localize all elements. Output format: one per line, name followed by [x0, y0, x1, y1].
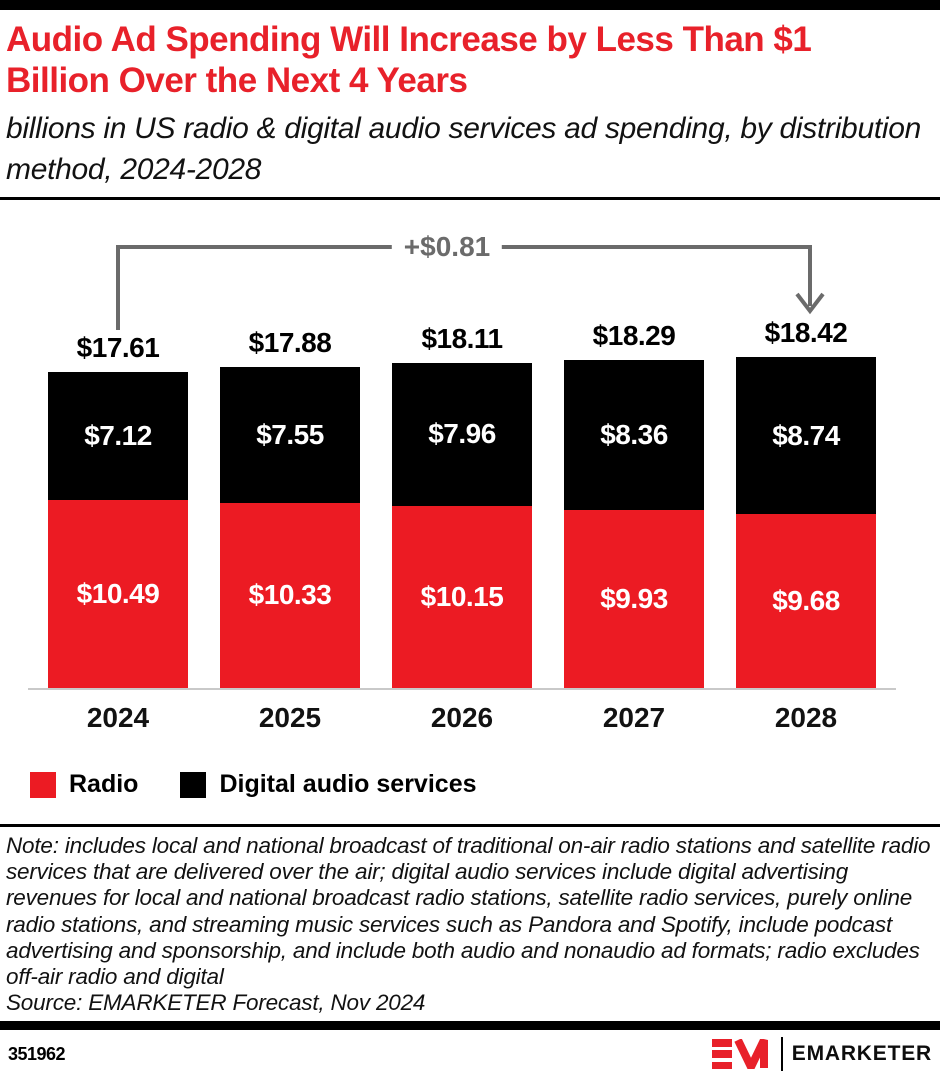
- emarketer-logo: EMARKETER: [711, 1037, 932, 1071]
- segment-digital-audio-2027: $8.36: [564, 359, 704, 510]
- legend-label-radio: Radio: [69, 770, 139, 798]
- segment-value-digital-audio-2027: $8.36: [600, 418, 668, 450]
- segment-digital-audio-2024: $7.12: [48, 371, 188, 500]
- segment-value-radio-2025: $10.33: [248, 579, 332, 611]
- note-divider-line: [0, 824, 940, 827]
- segment-radio-2025: $10.33: [220, 502, 360, 688]
- total-label-2028: $18.42: [764, 317, 848, 349]
- source-text: Source: EMARKETER Forecast, Nov 2024: [6, 990, 426, 1016]
- header-divider-line: [0, 197, 940, 200]
- chart-subtitle: billions in US radio & digital audio ser…: [6, 112, 921, 187]
- total-label-2024: $17.61: [76, 331, 160, 363]
- x-axis-line: [28, 688, 896, 690]
- legend-item-radio: Radio: [30, 770, 138, 799]
- em-logo-e: [711, 1039, 732, 1069]
- segment-value-digital-audio-2024: $7.12: [84, 419, 152, 451]
- annotation-label: +$0.81: [391, 231, 503, 263]
- segment-digital-audio-2026: $7.96: [392, 362, 532, 506]
- total-label-2027: $18.29: [592, 319, 676, 351]
- x-tick-2028: 2028: [774, 702, 838, 733]
- legend-label-digital-audio-services: Digital audio services: [219, 770, 477, 798]
- bar-2028: $8.74 $9.68: [736, 357, 876, 688]
- segment-digital-audio-2028: $8.74: [736, 357, 876, 515]
- segment-radio-2024: $10.49: [48, 499, 188, 688]
- digital-audio-swatch-icon: [180, 771, 207, 798]
- total-label-2026: $18.11: [421, 322, 503, 354]
- chart-title: Audio Ad Spending Will Increase by Less …: [6, 20, 812, 100]
- chart-id: 351962: [8, 1043, 66, 1064]
- stacked-bar-chart: +$0.81 $7.12 $10.49 $17.61 2024 $7.55 $10.33 $…: [0, 210, 940, 735]
- legend: Radio Digital audio services: [30, 770, 477, 799]
- em-logo-m: [734, 1039, 768, 1069]
- legend-item-digital-audio-services: Digital audio services: [180, 770, 477, 799]
- segment-value-digital-audio-2028: $8.74: [772, 419, 840, 451]
- segment-value-radio-2024: $10.49: [76, 577, 160, 609]
- segment-value-digital-audio-2025: $7.55: [256, 418, 324, 450]
- bar-2026: $7.96 $10.15: [392, 362, 532, 688]
- total-label-2025: $17.88: [248, 327, 332, 359]
- segment-radio-2026: $10.15: [392, 505, 532, 688]
- x-tick-2025: 2025: [258, 702, 322, 733]
- footer-divider-bar: [0, 1021, 940, 1030]
- segment-value-radio-2027: $9.93: [600, 582, 668, 614]
- footer: 351962 EMARKETER: [0, 1030, 940, 1078]
- bar-2024: $7.12 $10.49: [48, 371, 188, 688]
- segment-digital-audio-2025: $7.55: [220, 367, 360, 503]
- emarketer-wordmark: EMARKETER: [791, 1042, 932, 1065]
- segment-value-digital-audio-2026: $7.96: [428, 418, 496, 450]
- note-text: Note: includes local and national broadc…: [6, 833, 931, 990]
- top-border-bar: [0, 0, 940, 10]
- segment-value-radio-2028: $9.68: [772, 585, 840, 617]
- x-tick-2024: 2024: [86, 702, 150, 733]
- em-logo-icon: [711, 1039, 768, 1069]
- segment-radio-2027: $9.93: [564, 509, 704, 688]
- x-tick-2027: 2027: [602, 702, 666, 733]
- segment-value-radio-2026: $10.15: [420, 580, 504, 612]
- bar-2025: $7.55 $10.33: [220, 367, 360, 688]
- logo-separator: [780, 1037, 783, 1071]
- x-tick-2026: 2026: [430, 702, 494, 733]
- segment-radio-2028: $9.68: [736, 514, 876, 688]
- bar-2027: $8.36 $9.93: [564, 359, 704, 688]
- radio-swatch-icon: [30, 771, 56, 798]
- note-section: Note: includes local and national broadc…: [6, 833, 934, 1016]
